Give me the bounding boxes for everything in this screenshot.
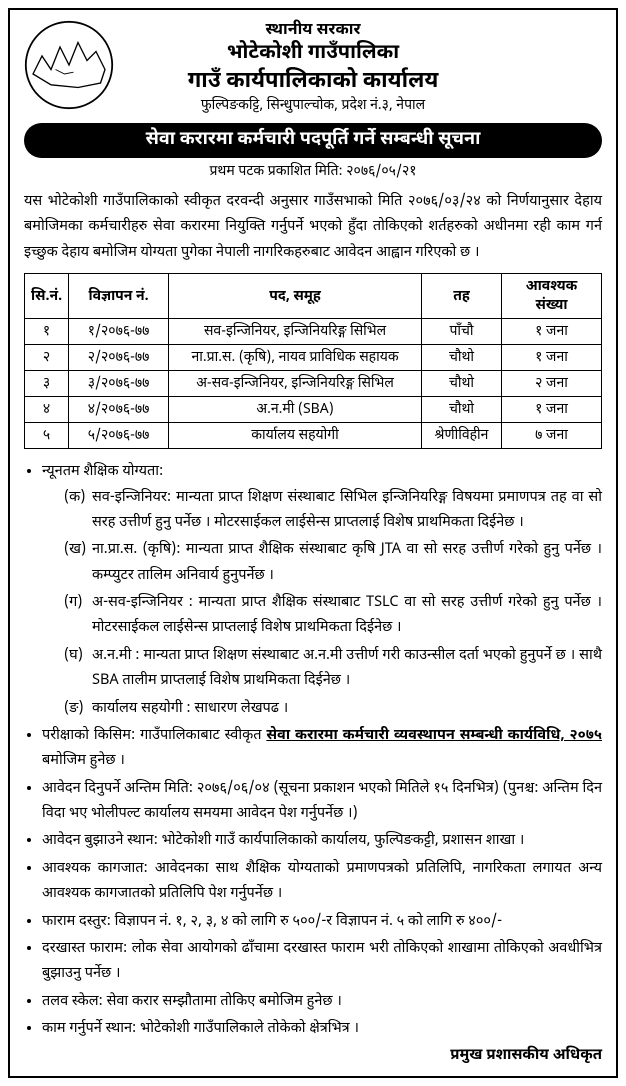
qualification-sublist: (क)सव-इन्जिनियर: मान्यता प्राप्त शिक्षण … [42, 485, 602, 721]
table-cell: सव-इन्जिनियर, इन्जिनियरिङ्ग सिभिल [169, 319, 422, 345]
table-cell: ३/२०७६-७७ [69, 371, 169, 397]
table-cell: पाँचौ [422, 319, 502, 345]
qualification-text: कार्यालय सहयोगी : साधारण लेखपढ । [92, 696, 602, 721]
qualification-item: (ङ)कार्यालय सहयोगी : साधारण लेखपढ । [64, 696, 602, 721]
document-page: स्थानीय सरकार भोटेकोशी गाउँपालिका गाउँ क… [8, 8, 618, 1078]
exam-procedure-name: सेवा करारमा कर्मचारी व्यवस्थापन सम्बन्धी… [266, 726, 602, 745]
table-cell: श्रेणीविहीन [422, 423, 502, 449]
table-cell: चौथो [422, 345, 502, 371]
qualification-item: (क)सव-इन्जिनियर: मान्यता प्राप्त शिक्षण … [64, 485, 602, 536]
qualification-label: (ख) [64, 537, 92, 588]
qualification-text: अ-सव-इन्जिनियर : मान्यता प्राप्त शैक्षिक… [92, 590, 602, 641]
col-level: तह [422, 274, 502, 319]
table-cell: ५/२०७६-७७ [69, 423, 169, 449]
table-cell: अ-सव-इन्जिनियर, इन्जिनियरिङ्ग सिभिल [169, 371, 422, 397]
table-row: ५५/२०७६-७७कार्यालय सहयोगीश्रेणीविहीन७ जन… [25, 423, 602, 449]
table-cell: १ [25, 319, 69, 345]
qualification-item: (ग)अ-सव-इन्जिनियर : मान्यता प्राप्त शैक्… [64, 590, 602, 641]
table-cell: चौथो [422, 371, 502, 397]
publish-date: प्रथम पटक प्रकाशित मिति: २०७६/०५/२१ [24, 162, 602, 181]
fee-item: फाराम दस्तुर: विज्ञापन नं. १, २, ३, ४ को… [42, 909, 602, 934]
qualification-item: (घ)अ.न.मी : मान्यता प्राप्त शिक्षण संस्थ… [64, 643, 602, 694]
exam-type-item: परीक्षाको किसिम: गाउँपालिकाबाट स्वीकृत स… [42, 723, 602, 774]
table-cell: ४/२०७६-७७ [69, 397, 169, 423]
qualification-label: (घ) [64, 643, 92, 694]
salary-item: तलव स्केल: सेवा करार सम्झौतामा तोकिए बमो… [42, 989, 602, 1014]
table-cell: १/२०७६-७७ [69, 319, 169, 345]
col-sn: सि.नं. [25, 274, 69, 319]
table-cell: १ जना [502, 397, 602, 423]
col-count: आवश्यक संख्या [502, 274, 602, 319]
table-cell: ५ [25, 423, 69, 449]
col-ad-no: विज्ञापन नं. [69, 274, 169, 319]
table-cell: ३ [25, 371, 69, 397]
table-cell: २/२०७६-७७ [69, 345, 169, 371]
exam-post: बमोजिम हुनेछ । [42, 751, 125, 770]
table-header-row: सि.नं. विज्ञापन नं. पद, समूह तह आवश्यक स… [25, 274, 602, 319]
table-cell: ४ [25, 397, 69, 423]
form-item: दरखास्त फाराम: लोक सेवा आयोगको ढाँचामा द… [42, 936, 602, 987]
table-cell: अ.न.मी (SBA) [169, 397, 422, 423]
header: स्थानीय सरकार भोटेकोशी गाउँपालिका गाउँ क… [24, 20, 602, 115]
qualification-label: (क) [64, 485, 92, 536]
table-cell: ७ जना [502, 423, 602, 449]
edu-qualification-item: न्यूनतम शैक्षिक योग्यता: (क)सव-इन्जिनियर… [42, 459, 602, 721]
documents-item: आवश्यक कागजात: आवेदनका साथ शैक्षिक योग्य… [42, 856, 602, 907]
table-cell: १ जना [502, 345, 602, 371]
table-cell: चौथो [422, 397, 502, 423]
work-location-item: काम गर्नुपर्ने स्थान: भोटेकोशी गाउँपालिक… [42, 1016, 602, 1041]
table-cell: २ जना [502, 371, 602, 397]
qualification-item: (ख)ना.प्रा.स. (कृषि): मान्यता प्राप्त शै… [64, 537, 602, 588]
table-row: २२/२०७६-७७ना.प्रा.स. (कृषि), नायव प्रावि… [25, 345, 602, 371]
table-cell: कार्यालय सहयोगी [169, 423, 422, 449]
notice-banner: सेवा करारमा कर्मचारी पदपूर्ति गर्ने सम्ब… [24, 123, 602, 158]
qualification-text: ना.प्रा.स. (कृषि): मान्यता प्राप्त शैक्ष… [92, 537, 602, 588]
table-row: ११/२०७६-७७सव-इन्जिनियर, इन्जिनियरिङ्ग सि… [25, 319, 602, 345]
exam-pre: परीक्षाको किसिम: गाउँपालिकाबाट स्वीकृत [42, 726, 266, 745]
table-cell: ना.प्रा.स. (कृषि), नायव प्राविधिक सहायक [169, 345, 422, 371]
vacancy-table: सि.नं. विज्ञापन नं. पद, समूह तह आवश्यक स… [24, 273, 602, 449]
details-list: न्यूनतम शैक्षिक योग्यता: (क)सव-इन्जिनियर… [24, 459, 602, 1041]
edu-heading: न्यूनतम शैक्षिक योग्यता: [42, 462, 163, 481]
intro-paragraph: यस भोटेकोशी गाउँपालिकाको स्वीकृत दरवन्दी… [24, 189, 602, 265]
table-cell: १ जना [502, 319, 602, 345]
table-row: ३३/२०७६-७७अ-सव-इन्जिनियर, इन्जिनियरिङ्ग … [25, 371, 602, 397]
qualification-label: (ग) [64, 590, 92, 641]
table-cell: २ [25, 345, 69, 371]
deadline-item: आवेदन दिनुपर्ने अन्तिम मिति: २०७६/०६/०४ … [42, 776, 602, 827]
qualification-text: सव-इन्जिनियर: मान्यता प्राप्त शिक्षण संस… [92, 485, 602, 536]
submit-place-item: आवेदन बुझाउने स्थान: भोटेकोशी गाउँ कार्य… [42, 828, 602, 853]
nepal-map-logo [24, 20, 114, 110]
signature-line: प्रमुख प्रशासकीय अधिकृत [24, 1047, 602, 1066]
qualification-label: (ङ) [64, 696, 92, 721]
table-row: ४४/२०७६-७७अ.न.मी (SBA)चौथो१ जना [25, 397, 602, 423]
col-post: पद, समूह [169, 274, 422, 319]
qualification-text: अ.न.मी : मान्यता प्राप्त शिक्षण संस्थाबा… [92, 643, 602, 694]
